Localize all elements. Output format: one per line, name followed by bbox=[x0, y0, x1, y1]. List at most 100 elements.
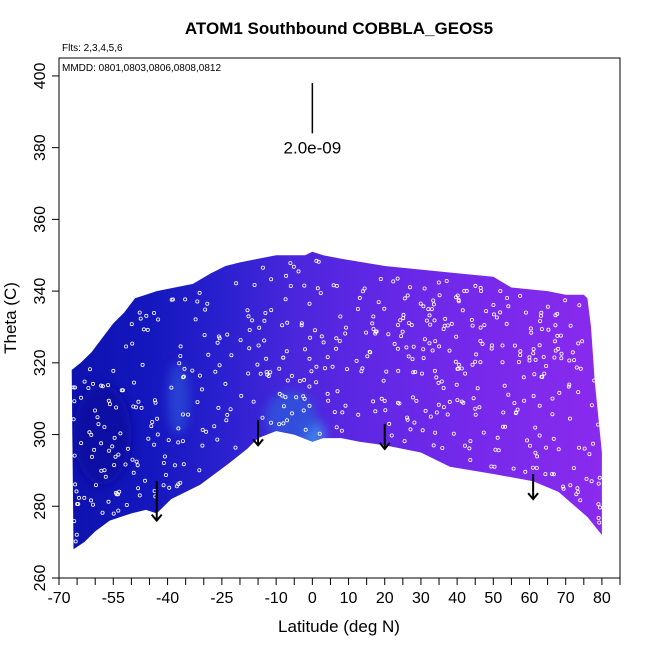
data-point bbox=[432, 318, 437, 323]
data-point bbox=[285, 320, 290, 325]
data-point bbox=[255, 362, 260, 367]
data-point bbox=[302, 347, 307, 352]
data-point bbox=[506, 304, 511, 309]
data-point bbox=[494, 315, 499, 320]
data-point bbox=[567, 358, 572, 363]
data-point bbox=[409, 322, 414, 327]
tropopause-arrows bbox=[150, 420, 539, 523]
data-point bbox=[247, 327, 252, 332]
data-point bbox=[470, 362, 475, 367]
data-point bbox=[71, 385, 76, 390]
data-point bbox=[368, 350, 373, 355]
data-point bbox=[437, 293, 442, 298]
y-tick-label: 300 bbox=[32, 421, 49, 448]
data-point bbox=[489, 464, 494, 469]
data-point bbox=[356, 412, 361, 417]
data-point bbox=[94, 483, 99, 488]
data-point bbox=[197, 468, 202, 473]
data-point bbox=[515, 407, 520, 412]
data-point bbox=[119, 388, 124, 393]
data-point bbox=[443, 316, 448, 321]
data-point bbox=[473, 283, 478, 288]
data-point bbox=[373, 331, 378, 336]
y-axis-label: Theta (C) bbox=[1, 282, 20, 354]
data-point bbox=[387, 421, 392, 426]
data-point bbox=[568, 483, 573, 488]
data-point bbox=[96, 422, 101, 427]
data-point bbox=[405, 415, 410, 420]
data-point bbox=[552, 355, 557, 360]
data-point bbox=[436, 402, 441, 407]
data-point bbox=[314, 364, 319, 369]
data-point bbox=[111, 368, 116, 373]
data-point bbox=[153, 400, 158, 405]
data-point bbox=[217, 363, 222, 368]
data-point bbox=[91, 381, 96, 386]
tropopause-arrow-head bbox=[150, 513, 163, 523]
data-point bbox=[321, 340, 326, 345]
data-point bbox=[288, 261, 293, 266]
data-point bbox=[439, 379, 444, 384]
data-point bbox=[91, 502, 96, 507]
data-point bbox=[190, 368, 195, 373]
data-point bbox=[371, 326, 376, 331]
data-point bbox=[525, 438, 530, 443]
data-point bbox=[140, 362, 145, 367]
data-point bbox=[181, 375, 186, 380]
data-point bbox=[597, 475, 602, 480]
data-point bbox=[296, 269, 301, 274]
data-point bbox=[395, 322, 400, 327]
data-point bbox=[77, 495, 82, 500]
data-point bbox=[512, 343, 517, 348]
x-tick-label: 0 bbox=[308, 590, 317, 607]
data-point bbox=[410, 357, 415, 362]
data-point bbox=[480, 341, 485, 346]
data-point bbox=[106, 499, 111, 504]
data-point bbox=[178, 480, 183, 485]
data-point bbox=[592, 378, 597, 383]
data-point bbox=[74, 532, 79, 537]
data-point bbox=[462, 443, 467, 448]
data-point bbox=[491, 312, 496, 317]
data-point bbox=[456, 362, 461, 367]
data-point bbox=[447, 399, 452, 404]
data-point bbox=[126, 446, 131, 451]
data-point bbox=[357, 295, 362, 300]
data-point bbox=[145, 327, 150, 332]
data-point bbox=[502, 383, 507, 388]
scale-bar-label: 2.0e-09 bbox=[284, 138, 342, 157]
data-point bbox=[90, 454, 95, 459]
data-point bbox=[399, 334, 404, 339]
data-point bbox=[522, 398, 527, 403]
data-point bbox=[544, 363, 549, 368]
data-point bbox=[557, 390, 562, 395]
data-point bbox=[144, 313, 149, 318]
data-point bbox=[123, 462, 128, 467]
data-point bbox=[404, 345, 409, 350]
data-point bbox=[224, 418, 229, 423]
data-point bbox=[455, 398, 460, 403]
data-point bbox=[475, 386, 480, 391]
data-point bbox=[529, 330, 534, 335]
data-point bbox=[421, 347, 426, 352]
data-point bbox=[172, 463, 177, 468]
x-tick-label: 80 bbox=[593, 590, 611, 607]
data-point bbox=[181, 462, 186, 467]
data-point bbox=[213, 369, 218, 374]
data-point bbox=[561, 484, 566, 489]
data-point bbox=[454, 382, 459, 387]
data-point bbox=[398, 318, 403, 323]
data-point bbox=[596, 516, 601, 521]
data-point bbox=[408, 427, 413, 432]
data-point bbox=[130, 341, 135, 346]
data-point bbox=[431, 443, 436, 448]
data-point bbox=[373, 409, 378, 414]
data-point bbox=[285, 378, 290, 383]
data-point bbox=[234, 281, 239, 286]
data-point bbox=[72, 399, 77, 404]
data-point bbox=[504, 321, 509, 326]
data-point bbox=[161, 483, 166, 488]
data-point bbox=[277, 366, 282, 371]
data-point bbox=[112, 435, 117, 440]
data-point bbox=[322, 366, 327, 371]
